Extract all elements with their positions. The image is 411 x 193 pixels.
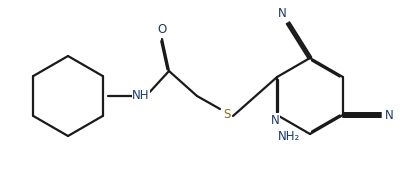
- Text: NH₂: NH₂: [278, 130, 300, 144]
- Text: NH: NH: [132, 90, 150, 102]
- Text: O: O: [157, 24, 166, 36]
- Text: N: N: [277, 8, 286, 20]
- Text: N: N: [271, 113, 279, 126]
- Text: N: N: [385, 108, 393, 122]
- Text: S: S: [223, 108, 231, 120]
